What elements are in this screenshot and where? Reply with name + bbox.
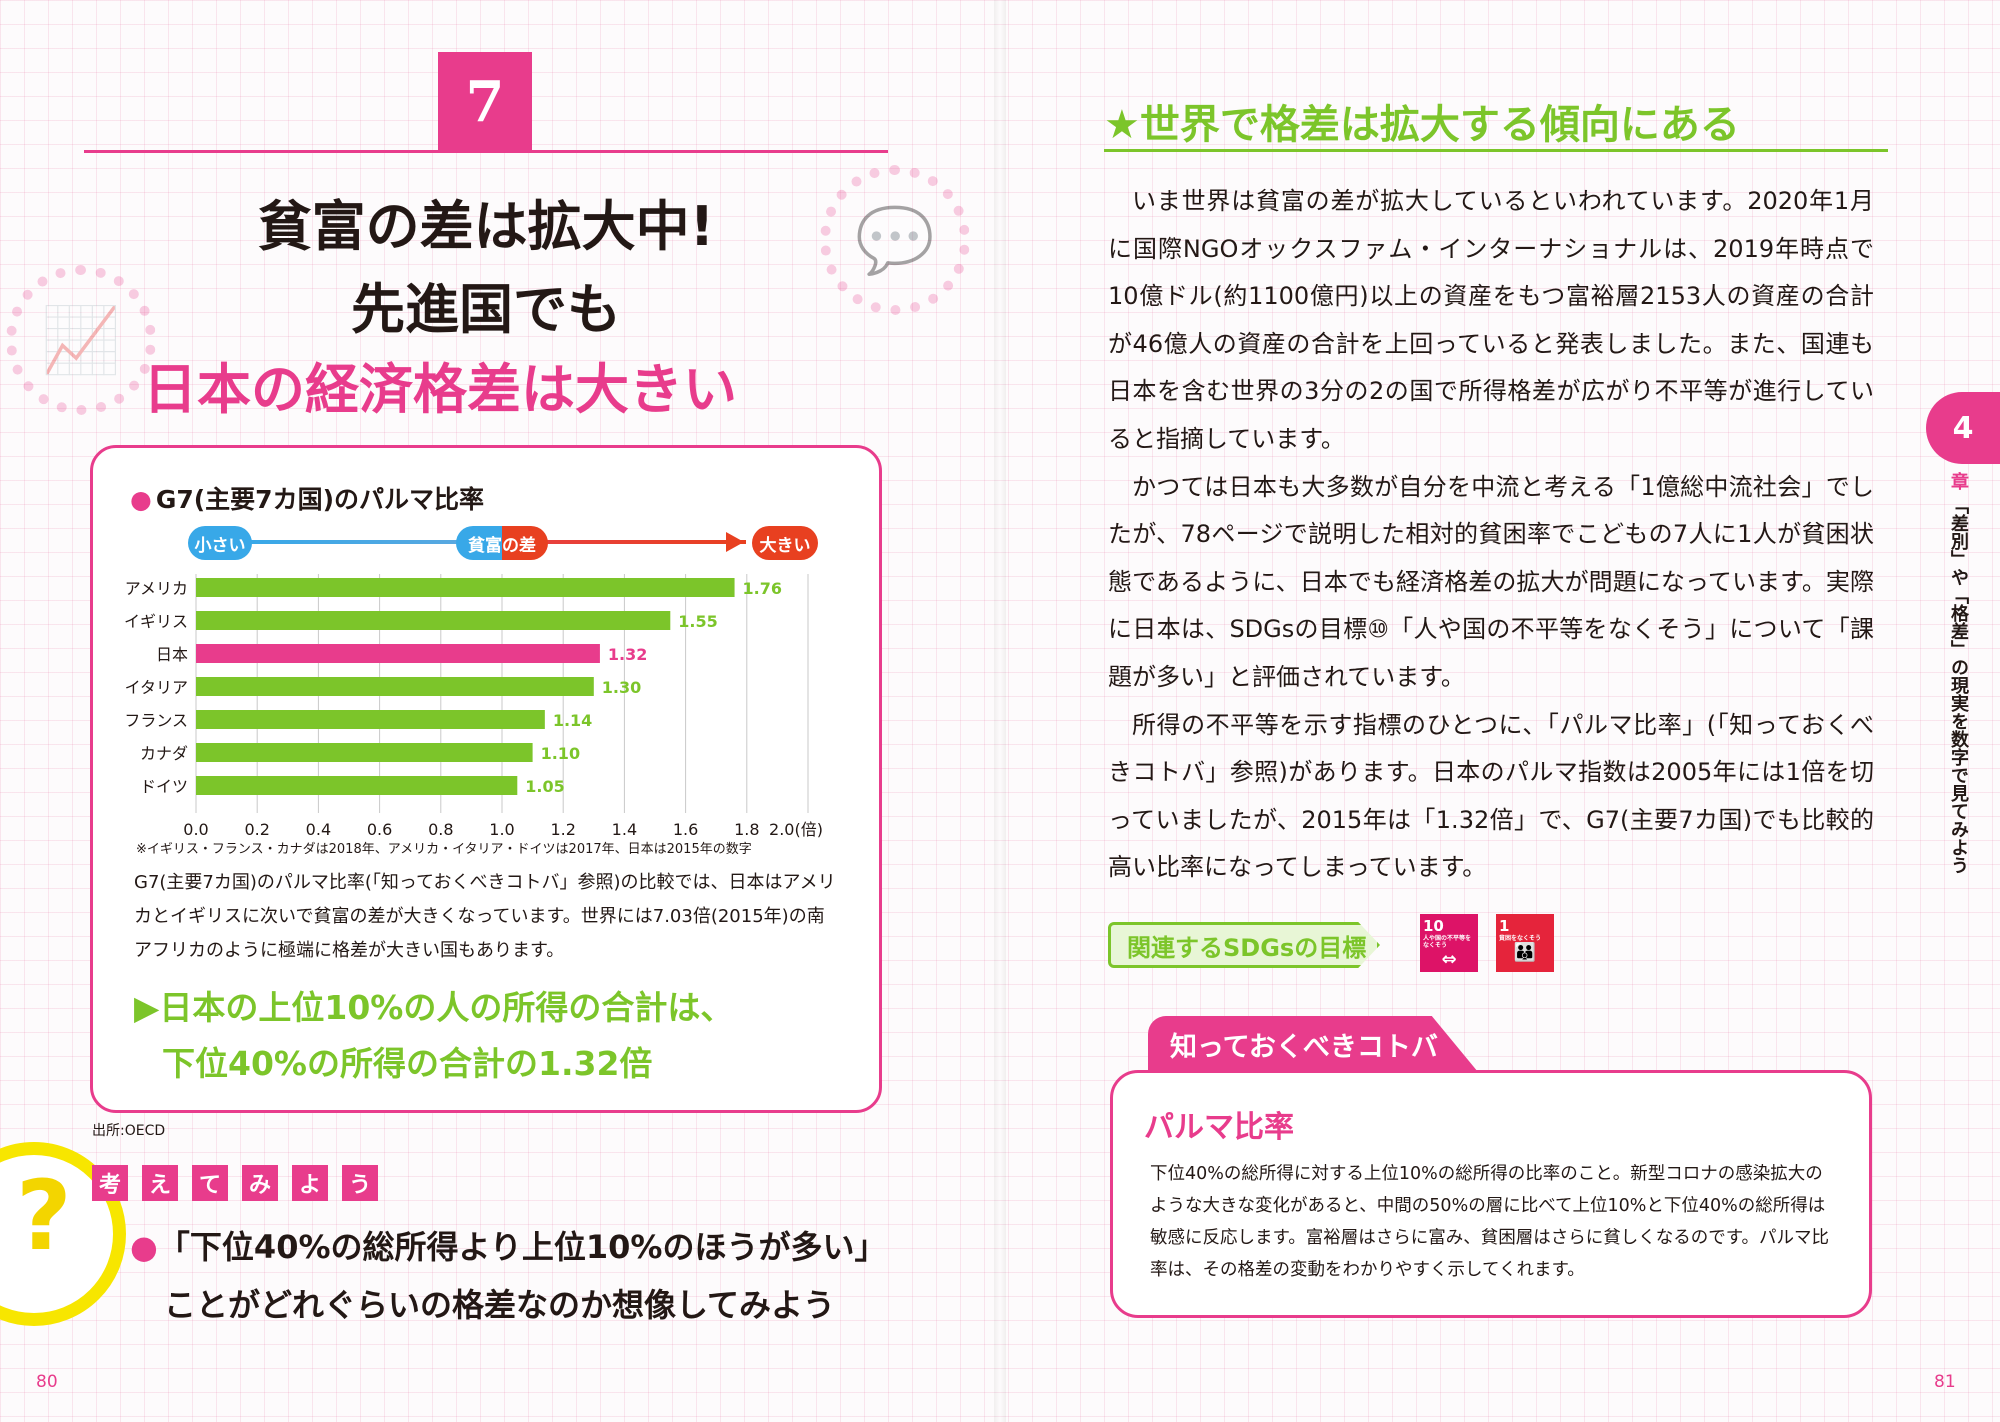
sdg-1-text: 貧困をなくそう bbox=[1499, 935, 1542, 942]
chapter-tab[interactable]: 4 bbox=[1926, 392, 2000, 464]
chart-value-label: 1.14 bbox=[553, 711, 592, 730]
chart-value-label: 1.55 bbox=[678, 612, 717, 631]
chart-source: 出所:OECD bbox=[92, 1123, 166, 1139]
chart-x-tick-label: 2.0(倍) bbox=[769, 820, 823, 839]
sdg-1-number: 1 bbox=[1499, 917, 1510, 935]
think-question-text: 「下位40%の総所得より上位10%のほうが多い」 bbox=[157, 1228, 887, 1266]
sdg-10-text: 人や国の不平等をなくそう bbox=[1423, 935, 1472, 949]
chart-description: G7(主要7カ国)のパルマ比率(「知っておくべきコトバ」参照)の比較では、日本は… bbox=[134, 872, 836, 961]
scale-small-label: 小さい bbox=[188, 526, 252, 560]
chart-footnote: ※イギリス・フランス・カナダは2018年、アメリカ・イタリア・ドイツは2017年… bbox=[136, 842, 752, 857]
chart-x-tick-label: 0.0 bbox=[183, 820, 208, 839]
chart-x-tick-label: 0.8 bbox=[428, 820, 453, 839]
chart-category-label: イタリア bbox=[125, 678, 188, 697]
chart-x-tick-label: 0.4 bbox=[306, 820, 331, 839]
sdg-10-number: 10 bbox=[1423, 917, 1444, 935]
bullet-dot-icon: ● bbox=[130, 485, 152, 514]
section-heading-rule bbox=[1104, 149, 1888, 152]
chart-x-tick-label: 0.2 bbox=[244, 820, 269, 839]
keyword-card bbox=[1110, 1070, 1872, 1318]
chart-highlight: ▶日本の上位10%の人の所得の合計は、 下位40%の所得の合計の1.32倍 bbox=[134, 980, 840, 1092]
body-text: いま世界は貧富の差が拡大しているといわれています。2020年1月に国際NGOオッ… bbox=[1108, 178, 1874, 892]
chart-value-label: 1.05 bbox=[525, 777, 564, 796]
chapter-tab-number: 4 bbox=[1952, 410, 1974, 446]
chart-category-label: カナダ bbox=[140, 744, 188, 763]
chart-bar bbox=[196, 578, 735, 597]
section-heading: ★世界で格差は拡大する傾向にある bbox=[1104, 102, 1740, 148]
chart-growth-icon: 📈 bbox=[6, 265, 156, 415]
think-char: み bbox=[242, 1165, 278, 1201]
chart-title: ● G7(主要7カ国)のパルマ比率 bbox=[130, 480, 484, 516]
chart-category-label: イギリス bbox=[124, 612, 188, 631]
chart-x-tick-label: 1.6 bbox=[673, 820, 698, 839]
people-chat-icon: 💬 bbox=[820, 165, 970, 315]
chart-category-label: アメリカ bbox=[125, 579, 188, 598]
chart-x-tick-label: 1.8 bbox=[734, 820, 759, 839]
chart-x-tick-label: 0.6 bbox=[367, 820, 392, 839]
chart-bar bbox=[196, 776, 518, 795]
chapter-suffix: 章 bbox=[1948, 472, 1969, 490]
question-mark-icon: ? bbox=[16, 1160, 72, 1272]
section-rule bbox=[84, 150, 888, 153]
chart-value-label: 1.30 bbox=[602, 678, 641, 697]
body-paragraph: 所得の不平等を示す指標のひとつに、「パルマ比率」(「知っておくべきコトバ」参照)… bbox=[1108, 710, 1874, 882]
related-sdgs-label: 関連するSDGsの目標 bbox=[1108, 922, 1380, 968]
think-question-line-2: ことがどれぐらいの格差なのか想像してみよう bbox=[164, 1286, 836, 1324]
arrow-right-icon bbox=[726, 532, 744, 552]
section-number: 7 bbox=[438, 52, 532, 152]
think-char: う bbox=[342, 1165, 378, 1201]
chapter-caption-text: 「差別」や「格差」の現実を数字で見てみよう bbox=[1948, 496, 1969, 875]
keyword-tab: 知っておくべきコトバ bbox=[1148, 1016, 1478, 1072]
think-char: え bbox=[142, 1165, 178, 1201]
chart-value-label: 1.10 bbox=[541, 744, 580, 763]
think-question-line-1: ●「下位40%の総所得より上位10%のほうが多い」 bbox=[130, 1222, 886, 1268]
chart-x-tick-label: 1.4 bbox=[612, 820, 637, 839]
chart-bar bbox=[196, 677, 594, 696]
inequality-icon: ⇔ bbox=[1441, 949, 1457, 970]
sdg-1-badge: 1 貧困をなくそう 👪 bbox=[1496, 914, 1554, 972]
chart-category-label: 日本 bbox=[156, 645, 188, 664]
page-number-left: 80 bbox=[36, 1372, 58, 1392]
page-title-line-1: 貧富の差は拡大中! bbox=[257, 195, 715, 258]
palma-ratio-bar-chart: アメリカ 1.76 イギリス 1.55 日本 1.32 イタリア 1.30 フランス 1.14 カナ… bbox=[124, 574, 823, 839]
think-char: よ bbox=[292, 1165, 328, 1201]
bullet-dot-icon: ● bbox=[130, 1228, 158, 1266]
highlight-line-2: 下位40%の所得の合計の1.32倍 bbox=[162, 1044, 653, 1083]
chart-bar bbox=[196, 644, 600, 663]
keyword-definition: 下位40%の総所得に対する上位10%の総所得の比率のこと。新型コロナの感染拡大の… bbox=[1150, 1164, 1829, 1280]
chart-bar bbox=[196, 611, 671, 630]
chart-value-label: 1.32 bbox=[608, 645, 647, 664]
body-paragraph: いま世界は貧富の差が拡大しているといわれています。2020年1月に国際NGOオッ… bbox=[1108, 187, 1874, 453]
chapter-caption: 章 「差別」や「格差」の現実を数字で見てみよう bbox=[1944, 472, 1972, 892]
chart-title-text: G7(主要7カ国)のパルマ比率 bbox=[155, 485, 484, 514]
chart-category-label: フランス bbox=[124, 711, 188, 730]
scale-large-label: 大きい bbox=[752, 526, 818, 560]
page-gutter bbox=[994, 0, 1006, 1422]
chart-category-label: ドイツ bbox=[140, 777, 188, 796]
scale-gap-label: 貧富の差 bbox=[456, 526, 548, 560]
chart-x-tick-label: 1.2 bbox=[550, 820, 575, 839]
sdg-10-badge: 10 人や国の不平等をなくそう ⇔ bbox=[1420, 914, 1478, 972]
family-icon: 👪 bbox=[1513, 942, 1537, 963]
think-label: 考 え て み よ う bbox=[92, 1165, 378, 1201]
page-title-line-3: 日本の経済格差は大きい bbox=[143, 358, 737, 421]
think-char: て bbox=[192, 1165, 228, 1201]
chart-x-tick-label: 1.0 bbox=[489, 820, 514, 839]
chart-bar bbox=[196, 743, 533, 762]
keyword-term: パルマ比率 bbox=[1144, 1110, 1294, 1145]
page-title-line-2: 先進国でも bbox=[351, 278, 621, 341]
highlight-line-1: ▶日本の上位10%の人の所得の合計は、 bbox=[134, 988, 734, 1027]
chart-value-label: 1.76 bbox=[743, 579, 782, 598]
page-number-right: 81 bbox=[1934, 1372, 1956, 1392]
chart-bar bbox=[196, 710, 545, 729]
think-char: 考 bbox=[92, 1165, 128, 1201]
body-paragraph: かつては日本も大多数が自分を中流と考える「1億総中流社会」でしたが、78ページで… bbox=[1108, 472, 1874, 691]
